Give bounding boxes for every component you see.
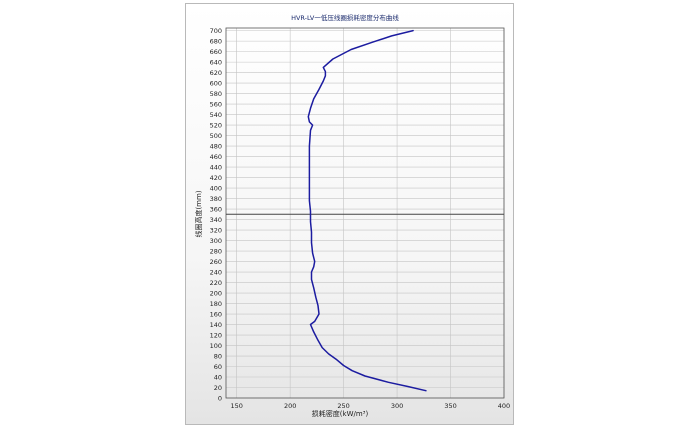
y-tick-label: 220 xyxy=(210,279,222,287)
y-tick-label: 560 xyxy=(210,100,222,108)
y-tick-label: 180 xyxy=(210,300,222,308)
y-tick-label: 600 xyxy=(210,79,222,87)
x-tick-label: 400 xyxy=(498,402,510,410)
vertical-grid xyxy=(236,28,505,398)
x-tick-label: 300 xyxy=(391,402,403,410)
y-tick-label: 620 xyxy=(210,69,222,77)
y-tick-label: 440 xyxy=(210,163,222,171)
x-tick-label: 350 xyxy=(444,402,456,410)
y-tick-labels: 0 20 40 60 80 100 120 140 160 180 200 220 240 260 280 3… xyxy=(210,27,222,402)
y-tick-label: 40 xyxy=(214,373,222,381)
y-tick-label: 260 xyxy=(210,258,222,266)
y-tick-label: 320 xyxy=(210,226,222,234)
y-tick-label: 500 xyxy=(210,132,222,140)
y-tick-label: 460 xyxy=(210,153,222,161)
x-axis-label: 损耗密度(kW/m³) xyxy=(312,409,369,418)
horizontal-grid xyxy=(226,30,504,399)
y-tick-label: 60 xyxy=(214,363,222,371)
y-tick-label: 700 xyxy=(210,27,222,35)
chart-panel: HVR-LV一低压线圈损耗密度分布曲线 0 20 40 60 80 100 120 140 16… xyxy=(185,3,514,425)
line-chart: HVR-LV一低压线圈损耗密度分布曲线 0 20 40 60 80 100 120 140 16… xyxy=(194,13,510,418)
y-tick-label: 240 xyxy=(210,268,222,276)
y-tick-label: 280 xyxy=(210,247,222,255)
y-tick-label: 400 xyxy=(210,184,222,192)
y-tick-label: 480 xyxy=(210,142,222,150)
y-tick-label: 80 xyxy=(214,352,222,360)
y-tick-label: 580 xyxy=(210,90,222,98)
y-tick-label: 360 xyxy=(210,205,222,213)
y-tick-label: 100 xyxy=(210,342,222,350)
y-tick-label: 660 xyxy=(210,48,222,56)
y-tick-label: 160 xyxy=(210,310,222,318)
x-tick-label: 250 xyxy=(337,402,349,410)
y-tick-label: 680 xyxy=(210,37,222,45)
series-line xyxy=(307,29,427,392)
x-tick-labels: 150 200 250 300 350 400 xyxy=(230,402,510,410)
x-tick-label: 150 xyxy=(230,402,242,410)
plot-frame xyxy=(225,27,505,399)
y-tick-label: 120 xyxy=(210,331,222,339)
chart-title: HVR-LV一低压线圈损耗密度分布曲线 xyxy=(291,13,399,22)
x-tick-label: 200 xyxy=(284,402,296,410)
y-tick-label: 380 xyxy=(210,195,222,203)
y-tick-label: 140 xyxy=(210,321,222,329)
y-tick-label: 340 xyxy=(210,216,222,224)
y-tick-label: 640 xyxy=(210,58,222,66)
y-tick-label: 300 xyxy=(210,237,222,245)
y-tick-label: 20 xyxy=(214,384,222,392)
y-tick-label: 540 xyxy=(210,111,222,119)
y-tick-label: 200 xyxy=(210,289,222,297)
y-tick-label: 420 xyxy=(210,174,222,182)
y-axis-label: 线圈高度(mm) xyxy=(194,190,203,237)
y-tick-label: 0 xyxy=(218,394,222,402)
y-tick-label: 520 xyxy=(210,121,222,129)
